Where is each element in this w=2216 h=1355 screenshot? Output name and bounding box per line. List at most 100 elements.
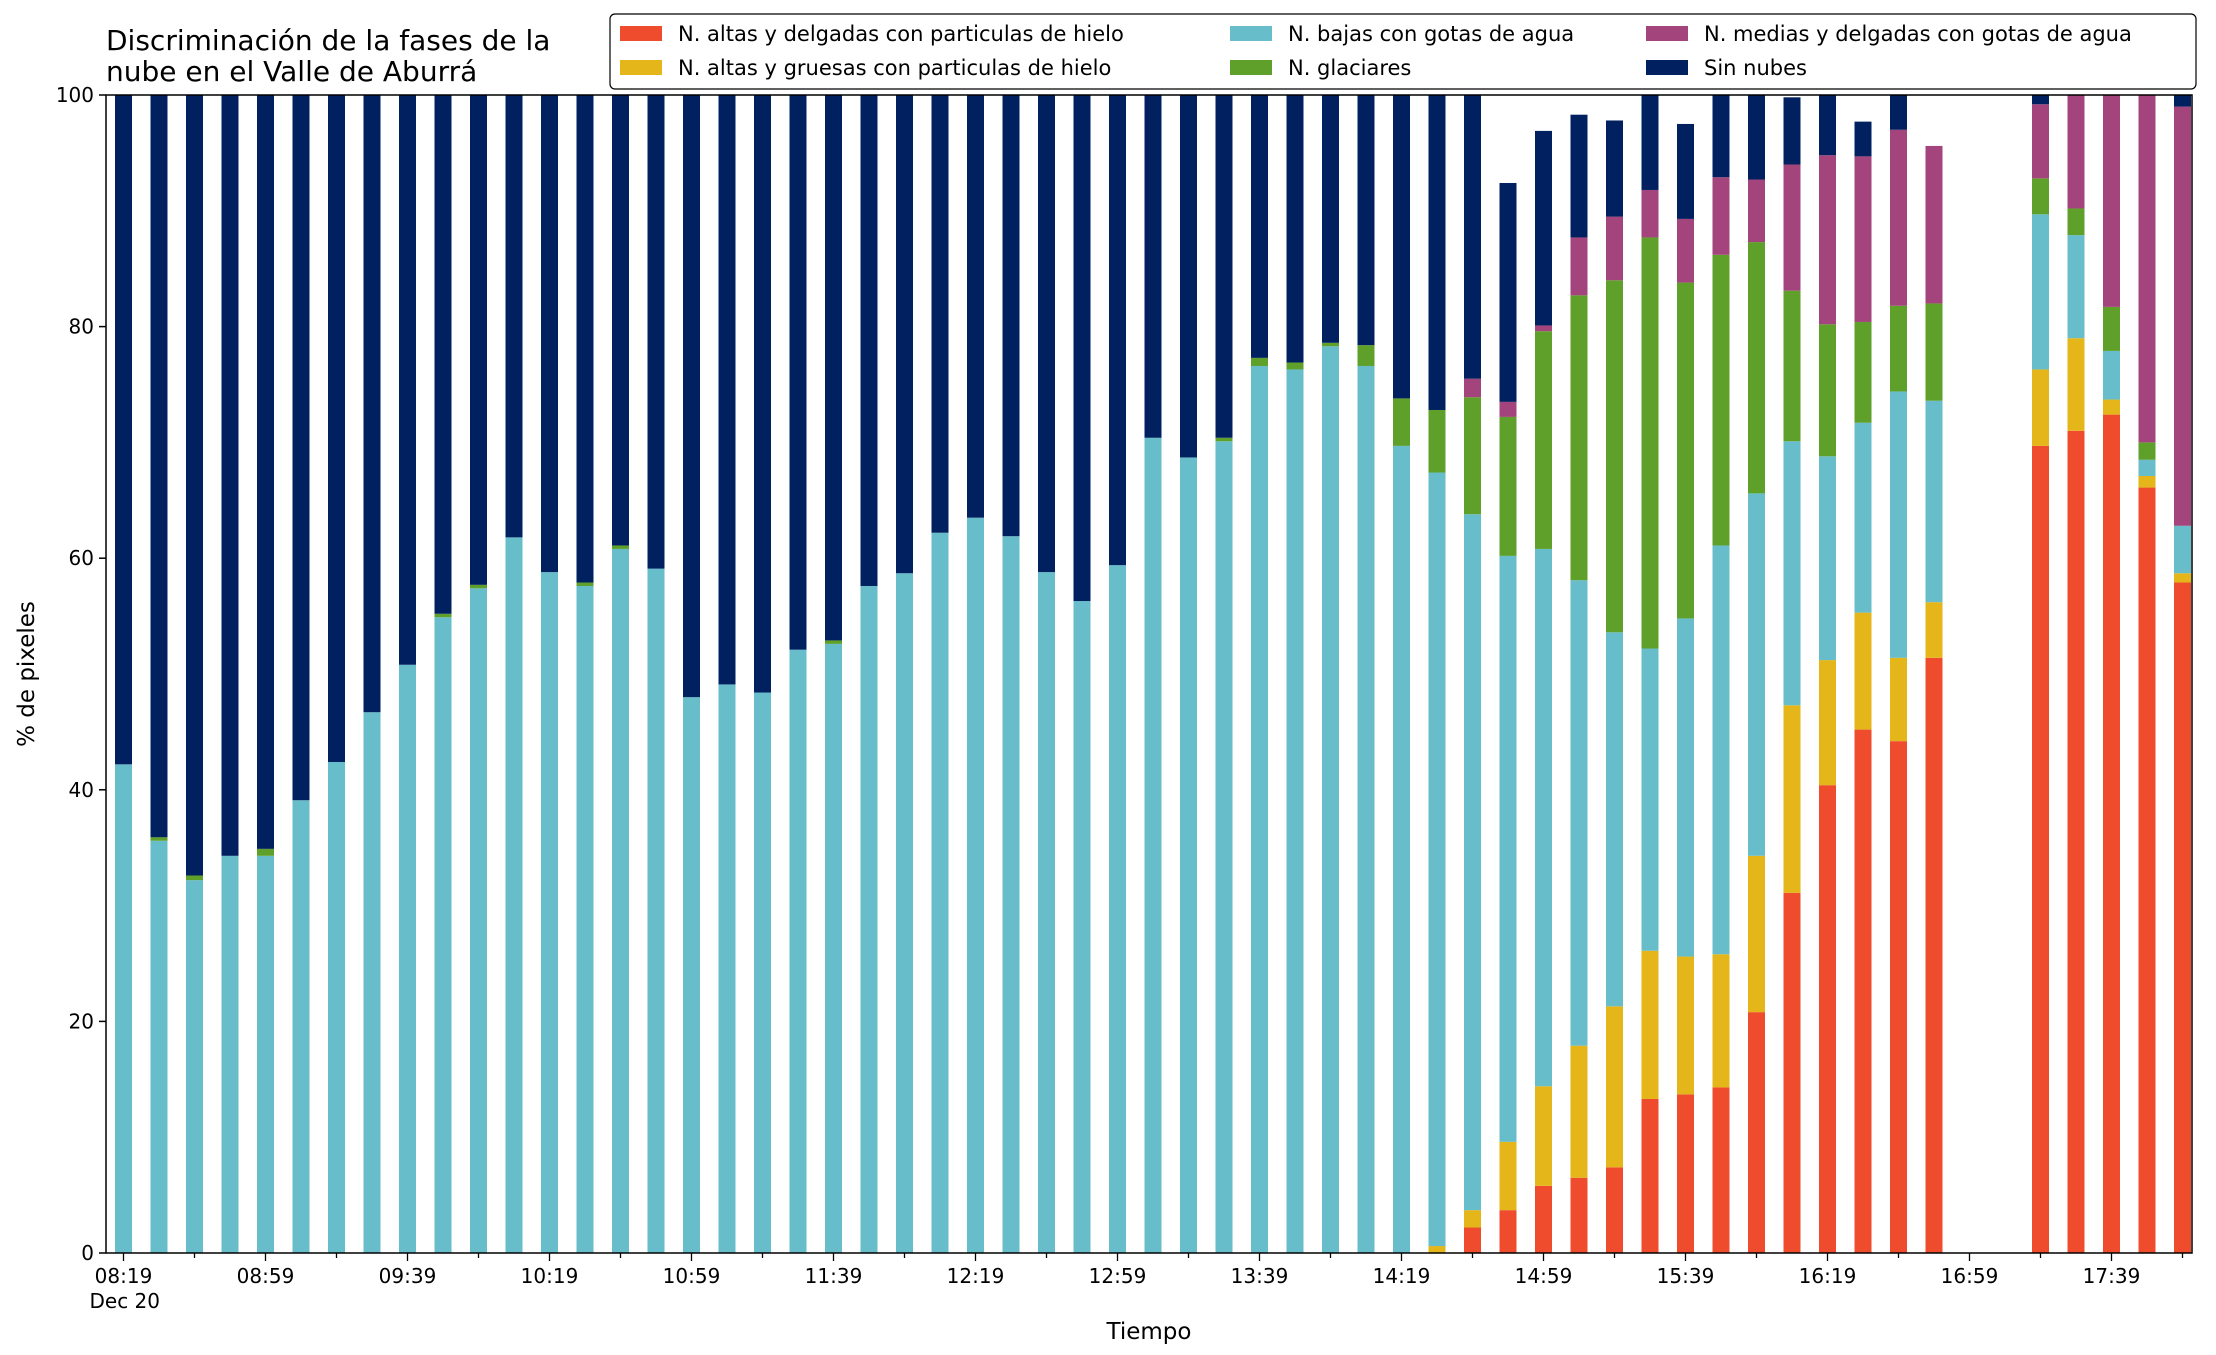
bar-segment-s2-25 bbox=[1002, 536, 1020, 1253]
bar-segment-s2-21 bbox=[860, 585, 878, 1253]
bar-segment-s5-44 bbox=[1677, 123, 1694, 219]
legend-swatch bbox=[620, 60, 662, 75]
bar-segment-s2-35 bbox=[1357, 365, 1375, 1254]
bar-segment-s5-27 bbox=[1073, 95, 1091, 602]
bar-segment-s2-20 bbox=[825, 643, 842, 1253]
x-tick-label: 09:39 bbox=[379, 1264, 437, 1288]
bar-segment-s5-21 bbox=[860, 95, 878, 586]
bar-segment-s0-46 bbox=[1748, 1012, 1765, 1253]
bar-segment-s0-45 bbox=[1712, 1087, 1730, 1253]
bar-segment-s3-45 bbox=[1712, 254, 1730, 546]
bar-segment-s3-50 bbox=[1890, 305, 1907, 392]
x-axis-label: Tiempo bbox=[1106, 1319, 1192, 1345]
bar-segment-s5-12 bbox=[541, 95, 558, 573]
bar-segment-s2-24 bbox=[967, 517, 984, 1253]
chart-title: Discriminación de la fases de la nube en … bbox=[106, 24, 550, 88]
bar-segment-s2-2 bbox=[186, 880, 203, 1253]
bar-segment-s3-9 bbox=[434, 613, 452, 618]
legend-swatch bbox=[1230, 60, 1272, 75]
bar-segment-s2-36 bbox=[1393, 445, 1410, 1253]
legend-frame bbox=[609, 13, 2197, 90]
bar-segment-s2-8 bbox=[399, 664, 416, 1253]
x-tick-label: 14:19 bbox=[1373, 1264, 1431, 1288]
bar-segment-s2-39 bbox=[1499, 555, 1517, 1142]
x-tick-sublabel: Dec 20 bbox=[90, 1289, 161, 1313]
bar-segment-s4-41 bbox=[1570, 237, 1588, 296]
bar-segment-s2-29 bbox=[1144, 437, 1162, 1253]
bar-segment-s4-54 bbox=[2032, 104, 2049, 179]
bar-segment-s2-26 bbox=[1038, 572, 1055, 1253]
x-tick-label: 08:59 bbox=[237, 1264, 295, 1288]
bar-segment-s2-4 bbox=[257, 855, 274, 1253]
bar-segment-s3-51 bbox=[1925, 303, 1943, 401]
bar-segment-s2-40 bbox=[1535, 548, 1552, 1087]
bar-segment-s3-39 bbox=[1499, 416, 1517, 556]
legend-swatch bbox=[1646, 26, 1688, 41]
bar-segment-s5-28 bbox=[1109, 95, 1126, 566]
bar-segment-s3-41 bbox=[1570, 295, 1588, 581]
bar-segment-s5-32 bbox=[1251, 95, 1268, 358]
bar-segment-s3-35 bbox=[1357, 345, 1375, 366]
bar-segment-s5-23 bbox=[931, 95, 949, 533]
bar-segment-s5-58 bbox=[2174, 95, 2191, 107]
bar-segment-s2-28 bbox=[1109, 565, 1126, 1253]
bar-segment-s2-27 bbox=[1073, 601, 1091, 1253]
bar-segment-s2-10 bbox=[470, 588, 487, 1253]
bar-segment-s2-14 bbox=[612, 548, 629, 1253]
bar-segment-s4-45 bbox=[1712, 177, 1730, 255]
bar-segment-s5-31 bbox=[1215, 95, 1233, 438]
bar-segment-s5-22 bbox=[896, 95, 913, 574]
legend-swatch bbox=[1230, 26, 1272, 41]
bar-segment-s0-58 bbox=[2174, 582, 2191, 1253]
bar-segment-s3-54 bbox=[2032, 178, 2049, 215]
bar-segment-s0-54 bbox=[2032, 445, 2049, 1253]
bar-segment-s3-10 bbox=[470, 584, 487, 589]
bar-segment-s0-55 bbox=[2067, 430, 2085, 1253]
bar-segment-s1-54 bbox=[2032, 369, 2049, 446]
bar-segment-s0-41 bbox=[1570, 1177, 1588, 1253]
bar-segment-s4-57 bbox=[2138, 95, 2156, 443]
bar-segment-s2-6 bbox=[328, 762, 345, 1253]
bar-segment-s1-37 bbox=[1428, 1246, 1446, 1253]
bar-segment-s2-56 bbox=[2103, 350, 2120, 400]
bar-segment-s3-38 bbox=[1464, 397, 1481, 515]
x-tick-label: 16:59 bbox=[1941, 1264, 1999, 1288]
bar-segment-s4-44 bbox=[1677, 218, 1694, 283]
bar-segment-s5-9 bbox=[434, 95, 452, 614]
legend-label: N. bajas con gotas de agua bbox=[1288, 22, 1574, 46]
bar-segment-s5-14 bbox=[612, 95, 629, 546]
bar-segment-s4-49 bbox=[1854, 156, 1872, 322]
bar-segment-s2-18 bbox=[754, 692, 771, 1253]
y-tick-label: 80 bbox=[69, 315, 94, 339]
bar-segment-s3-33 bbox=[1286, 362, 1304, 370]
bar-segment-s0-47 bbox=[1783, 892, 1801, 1253]
y-tick-label: 60 bbox=[69, 546, 94, 570]
bar-segment-s3-44 bbox=[1677, 282, 1694, 619]
bar-segment-s5-48 bbox=[1819, 95, 1836, 156]
bar-segment-s5-13 bbox=[576, 95, 594, 583]
bar-segment-s1-45 bbox=[1712, 954, 1730, 1088]
bar-segment-s1-39 bbox=[1499, 1141, 1517, 1211]
x-tick-label: 13:39 bbox=[1231, 1264, 1289, 1288]
bar-segment-s3-48 bbox=[1819, 324, 1836, 457]
bar-segment-s3-40 bbox=[1535, 331, 1552, 549]
bar-segment-s3-34 bbox=[1322, 342, 1339, 347]
bar-segment-s5-1 bbox=[150, 95, 168, 838]
bar-segment-s3-4 bbox=[257, 848, 274, 856]
bar-segment-s2-13 bbox=[576, 585, 594, 1253]
bar-segment-s4-56 bbox=[2103, 95, 2120, 307]
y-tick-label: 20 bbox=[69, 1009, 94, 1033]
bar-segment-s2-50 bbox=[1890, 391, 1907, 658]
bar-segment-s1-51 bbox=[1925, 602, 1943, 658]
bar-segment-s5-15 bbox=[647, 95, 665, 569]
bar-segment-s2-9 bbox=[434, 617, 452, 1253]
bar-segment-s3-47 bbox=[1783, 290, 1801, 442]
bar-segment-s5-25 bbox=[1002, 95, 1020, 537]
bar-segment-s1-38 bbox=[1464, 1210, 1481, 1228]
bar-segment-s5-17 bbox=[718, 95, 736, 685]
legend-label: Sin nubes bbox=[1704, 56, 1807, 80]
bar-segment-s5-46 bbox=[1748, 95, 1765, 180]
bar-segment-s5-54 bbox=[2032, 95, 2049, 105]
bar-segment-s5-0 bbox=[115, 95, 132, 765]
